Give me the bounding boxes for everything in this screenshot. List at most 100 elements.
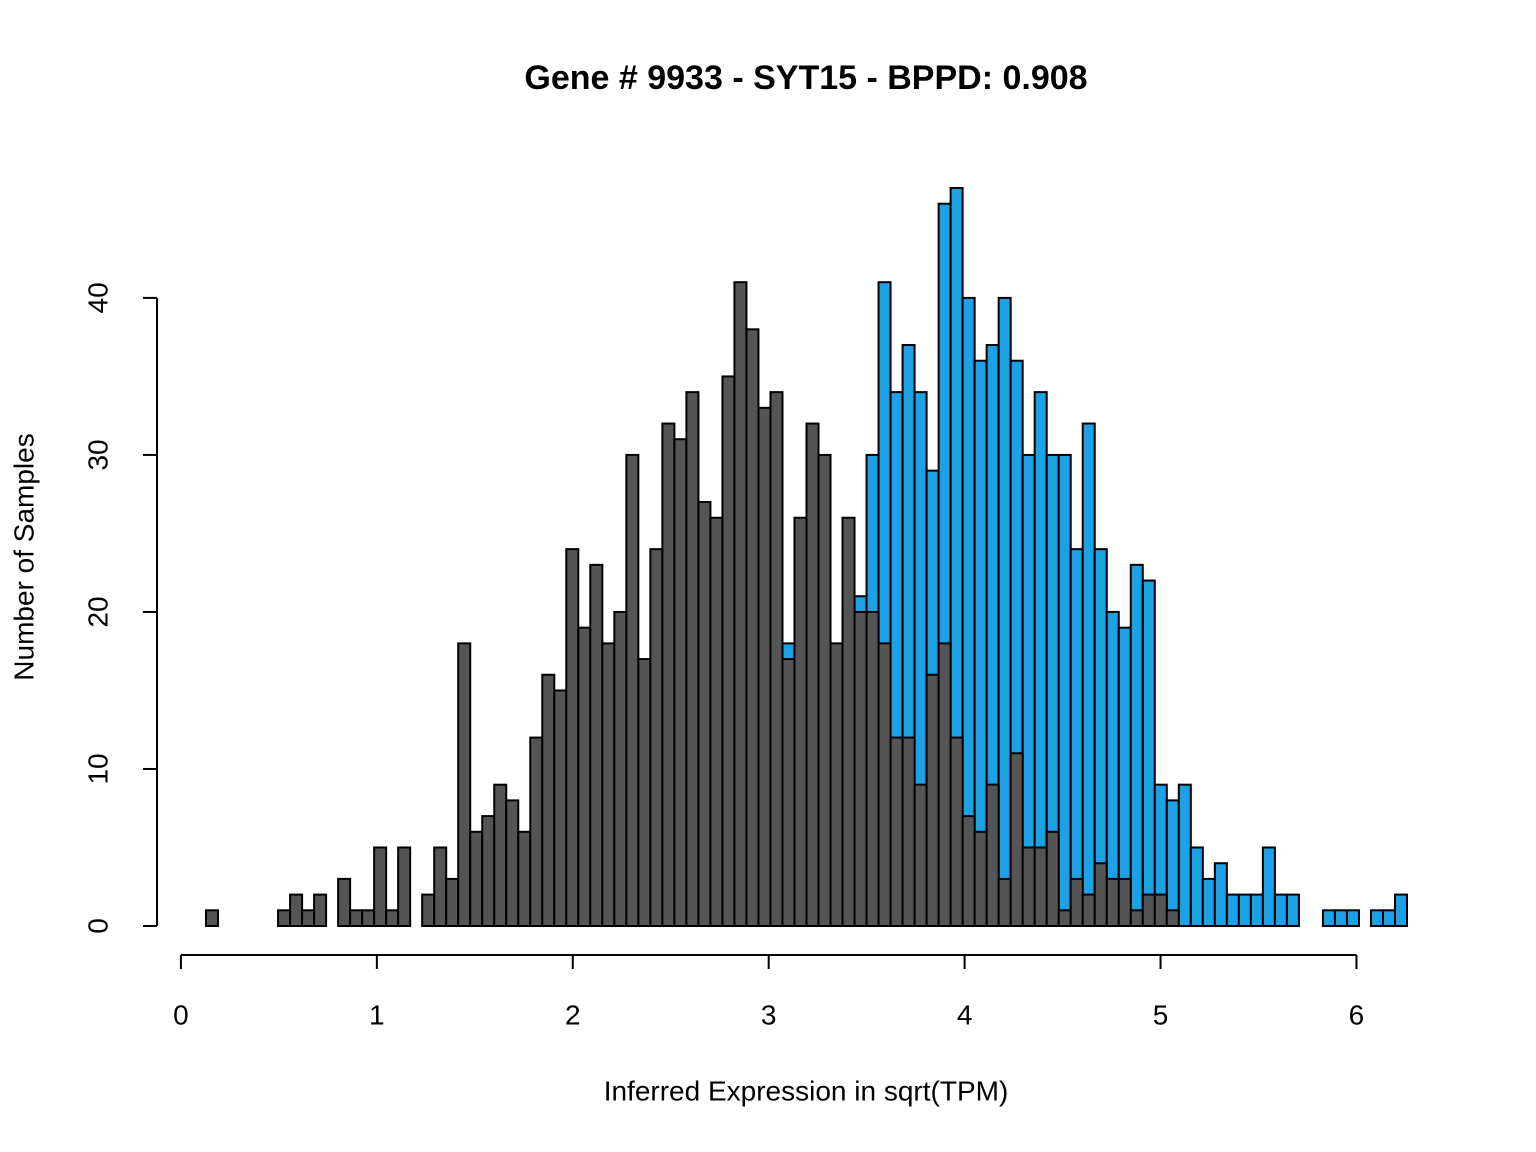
bar xyxy=(337,877,352,927)
bar xyxy=(853,610,868,927)
bar xyxy=(709,516,724,927)
chart-title: Gene # 9933 - SYT15 - BPPD: 0.908 xyxy=(524,59,1087,97)
bar xyxy=(589,563,604,927)
bar xyxy=(421,893,436,928)
bar xyxy=(1141,579,1156,927)
bar xyxy=(841,516,856,927)
bar xyxy=(781,658,796,927)
bar xyxy=(1129,909,1144,927)
bar xyxy=(937,642,952,927)
bar xyxy=(1093,862,1108,927)
bar xyxy=(793,516,808,927)
bar xyxy=(889,736,904,927)
bar xyxy=(1201,877,1216,927)
y-tick-label: 30 xyxy=(82,439,113,470)
bar xyxy=(385,909,400,927)
bar xyxy=(973,830,988,927)
bar xyxy=(565,548,580,927)
bar xyxy=(1057,909,1072,927)
bar xyxy=(769,391,784,927)
y-axis-title: Number of Samples xyxy=(8,433,39,680)
bar xyxy=(493,783,508,927)
bar xyxy=(721,375,736,927)
bar xyxy=(877,642,892,927)
bar xyxy=(397,846,412,928)
x-tick-label: 6 xyxy=(1349,999,1365,1030)
bar xyxy=(517,830,532,927)
bar xyxy=(1129,563,1144,927)
x-tick-label: 3 xyxy=(761,999,777,1030)
bar xyxy=(1393,893,1408,928)
bar xyxy=(997,877,1012,927)
bar xyxy=(1021,846,1036,928)
bar xyxy=(985,783,1000,927)
bar xyxy=(817,453,832,927)
bar xyxy=(1165,909,1180,927)
bar xyxy=(757,406,772,927)
x-tick-label: 5 xyxy=(1153,999,1169,1030)
bar xyxy=(697,501,712,927)
bar xyxy=(205,909,220,927)
bar xyxy=(1249,893,1264,928)
bar xyxy=(1225,893,1240,928)
bar xyxy=(805,422,820,927)
bar xyxy=(1189,846,1204,928)
bar xyxy=(673,438,688,927)
bar xyxy=(433,846,448,928)
bar xyxy=(1141,893,1156,928)
bar xyxy=(469,830,484,927)
bar xyxy=(1177,783,1192,927)
bar xyxy=(1285,893,1300,928)
bar xyxy=(637,658,652,927)
bar xyxy=(1321,909,1336,927)
x-axis-title: Inferred Expression in sqrt(TPM) xyxy=(604,1075,1009,1106)
y-tick-label: 0 xyxy=(82,918,113,934)
bar xyxy=(949,736,964,927)
bar xyxy=(1273,893,1288,928)
bar xyxy=(1081,422,1096,927)
x-tick-label: 1 xyxy=(369,999,385,1030)
bar xyxy=(445,877,460,927)
bar xyxy=(925,673,940,927)
bar xyxy=(577,626,592,927)
bar xyxy=(1261,846,1276,928)
bar xyxy=(1033,391,1048,927)
bar xyxy=(685,391,700,927)
bar xyxy=(1237,893,1252,928)
bar xyxy=(1081,893,1096,928)
bar xyxy=(289,893,304,928)
bar xyxy=(901,736,916,927)
bar xyxy=(865,610,880,927)
bar xyxy=(541,673,556,927)
bar xyxy=(745,328,760,927)
bar xyxy=(1213,862,1228,927)
bar xyxy=(1165,799,1180,928)
x-tick-label: 4 xyxy=(957,999,973,1030)
bar xyxy=(373,846,388,928)
x-tick-label: 2 xyxy=(565,999,581,1030)
bar xyxy=(733,281,748,927)
y-tick-label: 40 xyxy=(82,282,113,313)
bar xyxy=(961,815,976,927)
bar xyxy=(481,815,496,927)
bar xyxy=(553,689,568,927)
bar xyxy=(301,909,316,927)
bar xyxy=(1057,453,1072,927)
x-tick-label: 0 xyxy=(173,999,189,1030)
bar xyxy=(997,296,1012,927)
bar xyxy=(277,909,292,927)
y-tick-label: 10 xyxy=(82,753,113,784)
bar xyxy=(529,736,544,927)
bar xyxy=(1069,877,1084,927)
bar xyxy=(1009,752,1024,928)
bar xyxy=(1069,548,1084,927)
bar xyxy=(601,642,616,927)
bar xyxy=(505,799,520,928)
y-tick-label: 20 xyxy=(82,596,113,627)
bar xyxy=(349,909,364,927)
bar xyxy=(313,893,328,928)
bar xyxy=(913,783,928,927)
bar xyxy=(1033,846,1048,928)
bar xyxy=(829,642,844,927)
